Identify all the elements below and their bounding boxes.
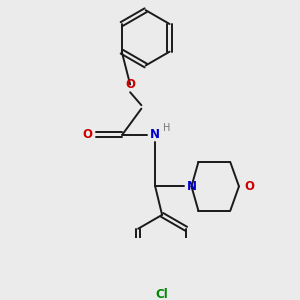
Text: Cl: Cl [156, 288, 169, 300]
Text: O: O [125, 78, 135, 91]
Text: O: O [83, 128, 93, 141]
Text: O: O [244, 180, 254, 193]
Text: N: N [187, 180, 196, 193]
Text: H: H [163, 123, 170, 133]
Text: N: N [150, 128, 160, 141]
